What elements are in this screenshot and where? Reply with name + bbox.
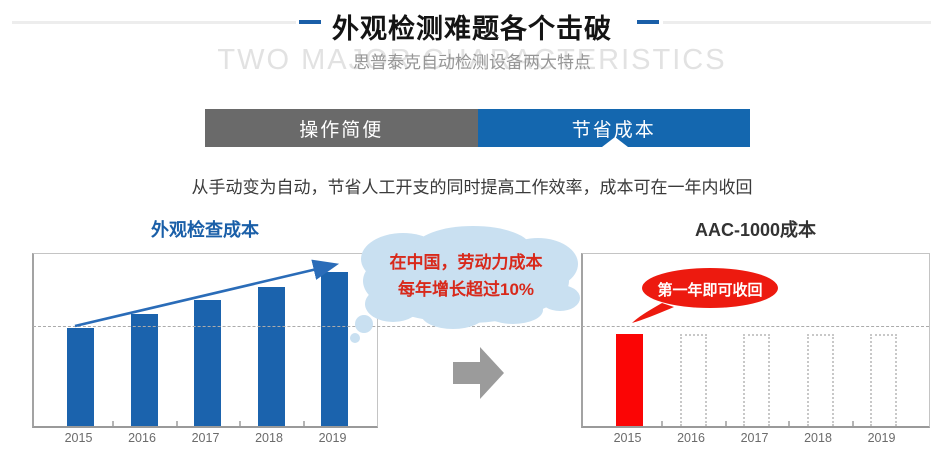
bar-2019 — [870, 334, 897, 426]
speech-bubble-text: 第一年即可收回 — [657, 282, 763, 299]
x-axis-label-2016: 2016 — [677, 431, 705, 445]
axis-tick — [175, 421, 178, 426]
tab-label: 节省成本 — [571, 119, 656, 141]
header-divider-left — [12, 21, 296, 24]
cloud-callout-line2: 每年增长超过10% — [397, 280, 535, 299]
bar-2016 — [679, 334, 707, 426]
page-subtitle: 思普泰克自动检测设备两大特点 — [353, 53, 591, 72]
speech-bubble-callout: 第一年即可收回 — [632, 267, 784, 325]
axis-tick — [239, 421, 242, 426]
axis-tick — [661, 421, 664, 426]
x-axis-label-2019: 2019 — [318, 431, 347, 445]
tab-label: 操作简便 — [299, 119, 384, 141]
page-title: 外观检测难题各个击破 — [332, 14, 612, 44]
bar-2018 — [806, 334, 834, 426]
x-axis-label-2019: 2019 — [867, 431, 896, 445]
feature-tabbar: 操作简便 节省成本 — [205, 109, 750, 147]
bar-2019 — [321, 272, 348, 426]
bar-2018 — [257, 287, 285, 426]
x-axis-label-2018: 2018 — [804, 431, 832, 445]
speech-bubble-shape — [632, 268, 778, 323]
axis-tick — [112, 421, 115, 426]
right-chart-title: AAC-1000成本 — [694, 220, 817, 240]
cloud-callout-line1: 在中国，劳动力成本 — [389, 253, 543, 272]
x-axis-label-2015: 2015 — [613, 431, 642, 445]
left-chart-plot-area — [32, 253, 378, 428]
transition-arrow-icon — [453, 347, 504, 399]
axis-tick — [302, 421, 305, 426]
bar-2017 — [743, 334, 770, 426]
trend-arrow — [74, 259, 340, 328]
watermark-text: TWO MAJOR CHARACTERISTICS — [217, 44, 727, 76]
transition-arrow-shaft — [453, 362, 480, 384]
dashed-reference-line — [33, 326, 929, 327]
x-axis-label-2017: 2017 — [191, 431, 220, 445]
bar-2016 — [130, 314, 158, 426]
transition-arrow-head — [480, 347, 504, 399]
x-axis-label-2017: 2017 — [740, 431, 769, 445]
left-chart-x-labels: 2015 2016 2017 2018 2019 — [32, 431, 378, 447]
axis-tick — [851, 421, 854, 426]
axis-tick — [724, 421, 727, 426]
bar-2017 — [194, 300, 221, 426]
tab-easy-operation[interactable]: 操作简便 — [205, 109, 478, 147]
title-dash-left — [299, 20, 321, 24]
cloud-shape — [350, 226, 580, 343]
tab-cost-saving[interactable]: 节省成本 — [477, 109, 750, 147]
bar-2015 — [67, 328, 94, 426]
x-axis-label-2016: 2016 — [128, 431, 156, 445]
axis-tick — [788, 421, 791, 426]
x-axis-label-2015: 2015 — [64, 431, 93, 445]
bar-2015 — [616, 334, 643, 426]
left-chart-title: 外观检查成本 — [151, 220, 259, 240]
tab-description: 从手动变为自动，节省人工开支的同时提高工作效率，成本可在一年内收回 — [191, 178, 753, 197]
cloud-callout: 在中国，劳动力成本 每年增长超过10% — [348, 226, 586, 352]
x-axis-label-2018: 2018 — [255, 431, 283, 445]
active-tab-notch — [601, 137, 628, 147]
right-chart-x-labels: 2015 2016 2017 2018 2019 — [581, 431, 930, 447]
title-dash-right — [637, 20, 659, 24]
header-divider-right — [663, 21, 931, 24]
